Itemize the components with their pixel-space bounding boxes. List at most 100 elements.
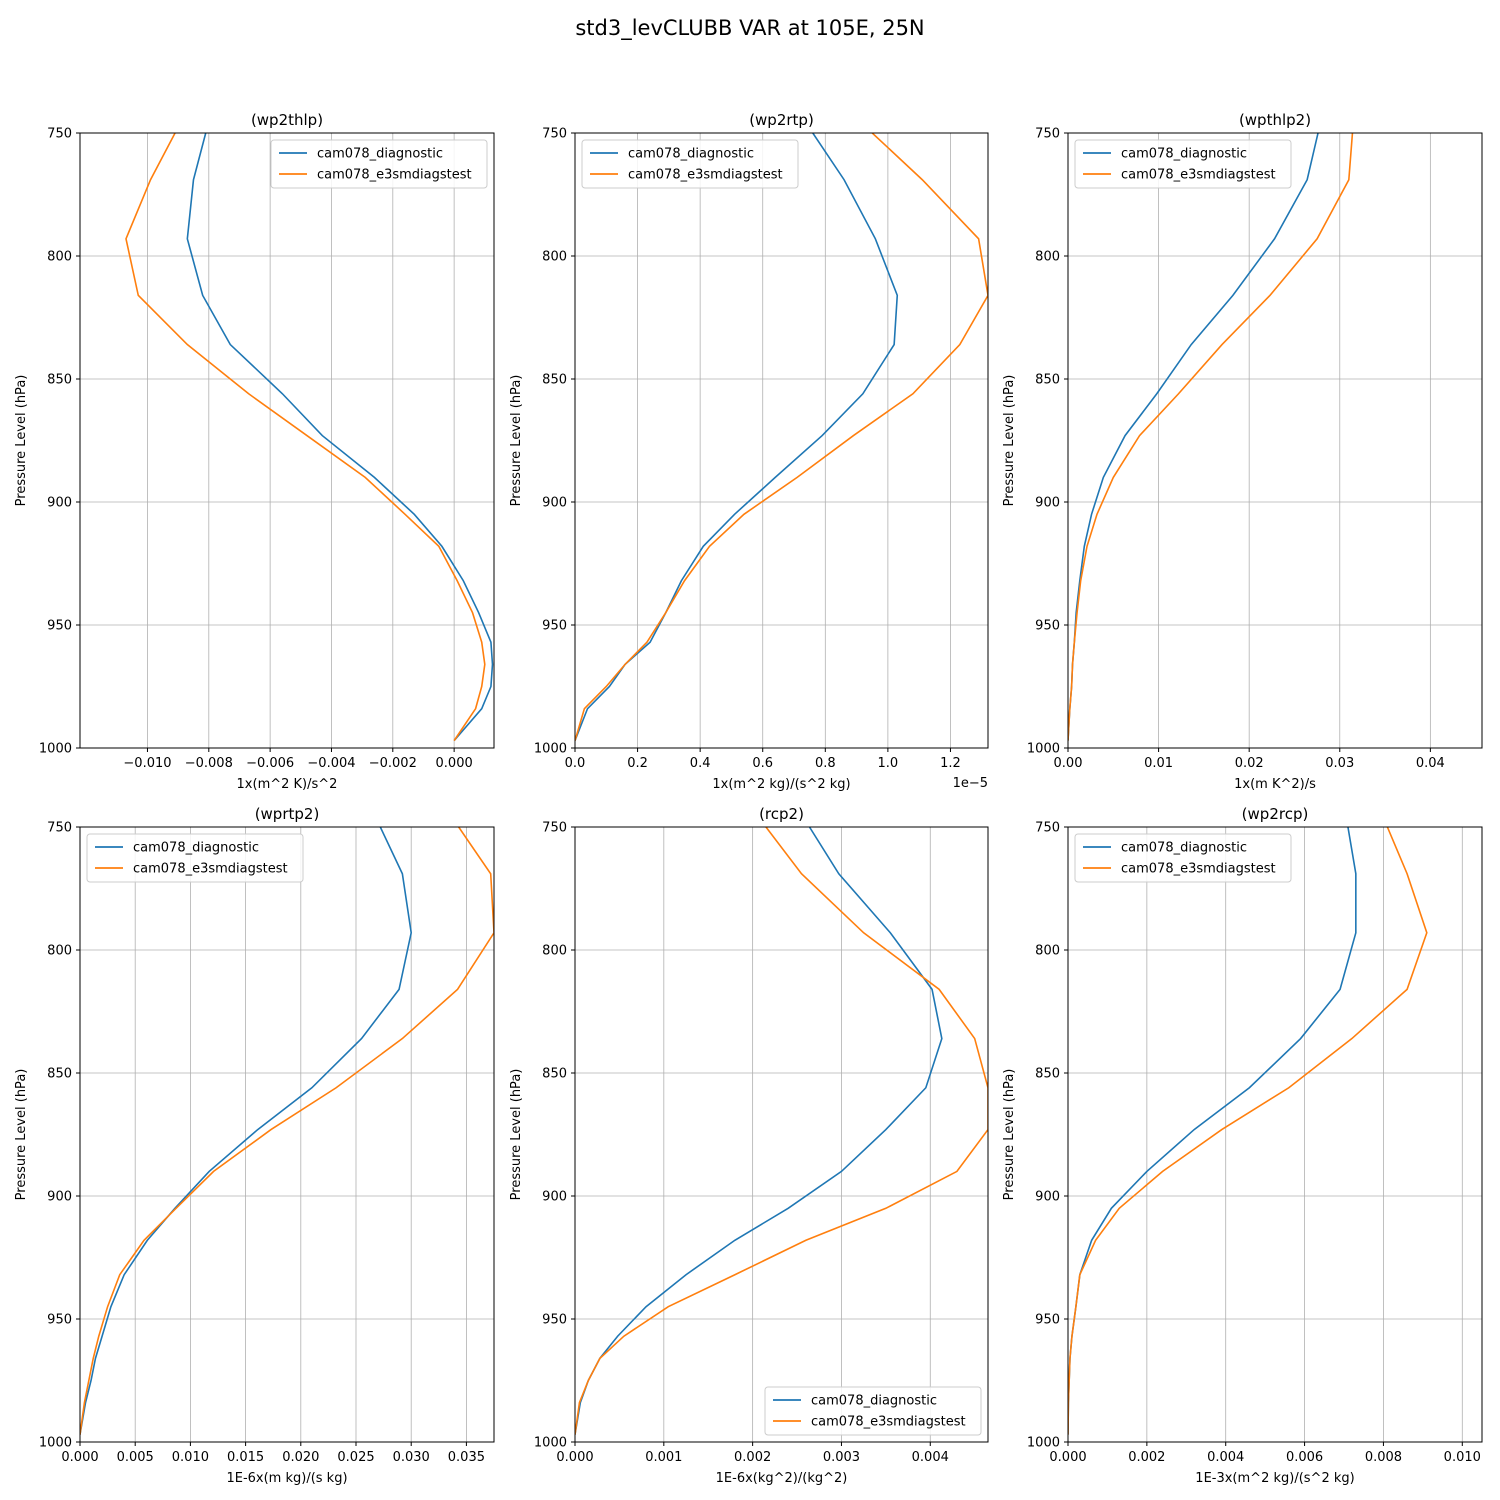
x-tick-label: 0.020 [282,1450,319,1465]
legend-box [86,833,304,883]
series-line-cam078_e3smdiagstest [1068,133,1354,741]
x-tick-label: 0.008 [1365,1450,1402,1465]
x-tick-label: 0.01 [1144,756,1173,771]
y-tick-label: 1000 [39,1436,72,1451]
subplot-title: (wprtp2) [255,805,320,823]
x-axis-label: 1x(m K^2)/s [1234,777,1316,792]
x-tick-label: 0.00 [1054,756,1083,771]
y-axis-label: Pressure Level (hPa) [14,1069,29,1201]
y-tick-label: 800 [1035,944,1060,959]
figure-title: std3_levCLUBB VAR at 105E, 25N [575,16,925,40]
legend-label: cam078_e3smdiagstest [1121,862,1276,877]
x-axis-label: 1x(m^2 kg)/(s^2 kg) [712,777,850,792]
legend: cam078_diagnostic cam078_e3smdiagstest [1074,833,1292,883]
subplot-title: (wpthlp2) [1239,111,1311,129]
x-tick-label: −0.002 [369,756,417,771]
subplot-title: (wp2rcp) [1242,805,1309,823]
y-tick-label: 800 [47,944,72,959]
legend-box [1074,139,1292,189]
y-tick-label: 950 [47,619,72,634]
legend: cam078_diagnostic cam078_e3smdiagstest [581,139,799,189]
y-tick-label: 750 [542,821,567,836]
legend-label: cam078_diagnostic [133,841,259,856]
y-tick-label: 750 [47,821,72,836]
y-tick-label: 900 [542,1190,567,1205]
legend-box [270,139,488,189]
series-line-cam078_e3smdiagstest [125,133,486,742]
series-line-cam078_e3smdiagstest [80,827,494,1435]
x-tick-label: 0.015 [227,1450,264,1465]
axes-frame [79,132,495,749]
x-tick-label: 0.6 [752,756,773,771]
y-tick-label: 950 [542,1313,567,1328]
x-tick-label: 1.0 [878,756,899,771]
series-line-cam078_e3smdiagstest [575,827,988,1435]
y-axis-label: Pressure Level (hPa) [1002,375,1017,507]
x-tick-label: 0.030 [393,1450,430,1465]
y-tick-label: 750 [47,127,72,142]
legend-label: cam078_diagnostic [1121,147,1247,162]
x-tick-label: 0.002 [1128,1450,1165,1465]
y-tick-label: 950 [1035,1313,1060,1328]
y-tick-label: 900 [1035,496,1060,511]
series-line-cam078_diagnostic [1068,827,1357,1435]
x-tick-label: 0.2 [627,756,648,771]
legend-label: cam078_diagnostic [1121,841,1247,856]
x-tick-label: 0.8 [815,756,836,771]
x-tick-label: 0.005 [117,1450,154,1465]
x-tick-label: 0.04 [1416,756,1445,771]
x-tick-label: 0.001 [645,1450,682,1465]
legend: cam078_diagnostic cam078_e3smdiagstest [764,1386,982,1436]
y-tick-label: 850 [47,1067,72,1082]
y-axis-label: Pressure Level (hPa) [14,375,29,507]
legend-label: cam078_diagnostic [811,1394,937,1409]
legend-label: cam078_diagnostic [317,147,443,162]
x-tick-label: −0.010 [123,756,171,771]
legend-label: cam078_e3smdiagstest [1121,168,1276,183]
y-tick-label: 750 [1035,821,1060,836]
x-offset-label: 1e−5 [953,776,988,791]
subplot-title: (rcp2) [759,805,804,823]
legend-box [764,1386,982,1436]
x-tick-label: 0.02 [1235,756,1264,771]
y-tick-label: 900 [542,496,567,511]
x-tick-label: 0.002 [734,1450,771,1465]
y-tick-label: 1000 [1027,742,1060,757]
y-axis-label: Pressure Level (hPa) [1002,1069,1017,1201]
y-tick-label: 750 [542,127,567,142]
legend-label: cam078_e3smdiagstest [317,168,472,183]
y-tick-label: 950 [1035,619,1060,634]
series-line-cam078_diagnostic [1068,133,1319,741]
subplot-1: −0.010 −0.008 −0.006 −0.004 −0.002 0.000 750 80… [14,111,495,792]
x-axis-label: 1x(m^2 K)/s^2 [237,777,338,792]
subplot-2: 0.0 0.2 0.4 0.6 0.8 1.0 1.2 750 800 850 900 950 1000… [509,111,989,792]
x-tick-label: 0.025 [337,1450,374,1465]
y-tick-label: 1000 [534,1436,567,1451]
x-tick-label: 0.010 [1444,1450,1481,1465]
y-tick-label: 1000 [1027,1436,1060,1451]
x-axis-label: 1E-6x(kg^2)/(kg^2) [716,1471,848,1486]
x-tick-label: 0.0 [565,756,586,771]
y-tick-label: 750 [1035,127,1060,142]
y-tick-label: 950 [542,619,567,634]
series-line-cam078_diagnostic [575,133,899,741]
subplot-title: (wp2rtp) [749,111,814,129]
y-tick-label: 900 [47,1190,72,1205]
x-tick-label: 0.010 [172,1450,209,1465]
y-tick-label: 800 [542,944,567,959]
x-tick-label: 0.003 [823,1450,860,1465]
x-tick-label: 0.006 [1286,1450,1323,1465]
subplot-6: 0.000 0.002 0.004 0.006 0.008 0.010 750 800 850 9… [1002,805,1483,1486]
axes-frame [79,826,495,1443]
x-tick-label: 1.2 [940,756,961,771]
legend-label: cam078_e3smdiagstest [133,862,288,877]
legend-label: cam078_e3smdiagstest [811,1415,966,1430]
x-tick-label: 0.004 [1207,1450,1244,1465]
x-tick-label: 0.03 [1325,756,1354,771]
y-tick-label: 850 [542,1067,567,1082]
legend: cam078_diagnostic cam078_e3smdiagstest [270,139,488,189]
legend-label: cam078_e3smdiagstest [628,168,783,183]
series-line-cam078_e3smdiagstest [1068,827,1428,1435]
series-line-cam078_diagnostic [186,133,494,742]
x-tick-label: 0.4 [690,756,711,771]
